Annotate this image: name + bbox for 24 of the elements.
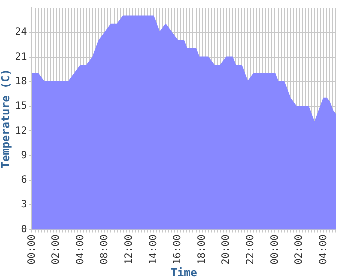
y-tick-label: 12 (15, 126, 28, 137)
x-tick-label: 12:00 (124, 234, 136, 265)
x-tick-label: 02:00 (51, 234, 62, 265)
x-tick-label: 00:00 (270, 234, 281, 265)
y-tick-label: 9 (21, 150, 28, 162)
x-tick-label: 08:00 (100, 234, 111, 265)
x-tick-label: 18:00 (196, 234, 208, 265)
y-tick-label: 3 (21, 200, 28, 211)
x-tick-label: 00:00 (26, 234, 38, 265)
x-tick-label: 22:00 (246, 234, 257, 265)
y-tick-label: 21 (15, 52, 28, 63)
x-tick-label: 16:00 (172, 234, 184, 265)
y-tick-label: 15 (15, 101, 28, 112)
y-tick-label: 18 (15, 76, 28, 88)
x-tick-label: 14:00 (148, 234, 160, 265)
y-tick-label: 6 (21, 175, 28, 186)
x-tick-label: 02:00 (294, 234, 306, 265)
x-tick-label: 20:00 (221, 234, 232, 265)
x-tick-label: 04:00 (318, 234, 330, 265)
x-tick-label: 04:00 (75, 234, 86, 265)
x-axis-title: Time (170, 266, 198, 280)
y-tick-label: 0 (21, 224, 28, 236)
y-tick-label: 24 (15, 27, 28, 38)
y-axis-title: Temperature (C) (0, 69, 12, 169)
